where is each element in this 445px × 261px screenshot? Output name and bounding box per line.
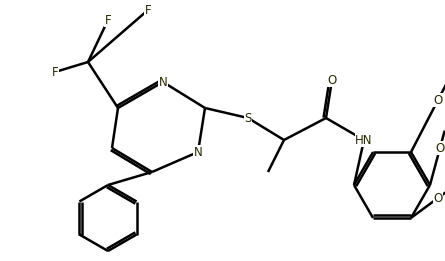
Text: S: S	[244, 111, 252, 124]
Text: N: N	[194, 145, 202, 158]
Text: O: O	[433, 93, 443, 106]
Text: O: O	[435, 141, 445, 155]
Text: F: F	[52, 66, 58, 79]
Text: HN: HN	[355, 133, 373, 146]
Text: N: N	[158, 75, 167, 88]
Text: O: O	[433, 192, 443, 205]
Text: F: F	[105, 14, 111, 27]
Text: O: O	[328, 74, 336, 86]
Text: F: F	[145, 3, 151, 16]
